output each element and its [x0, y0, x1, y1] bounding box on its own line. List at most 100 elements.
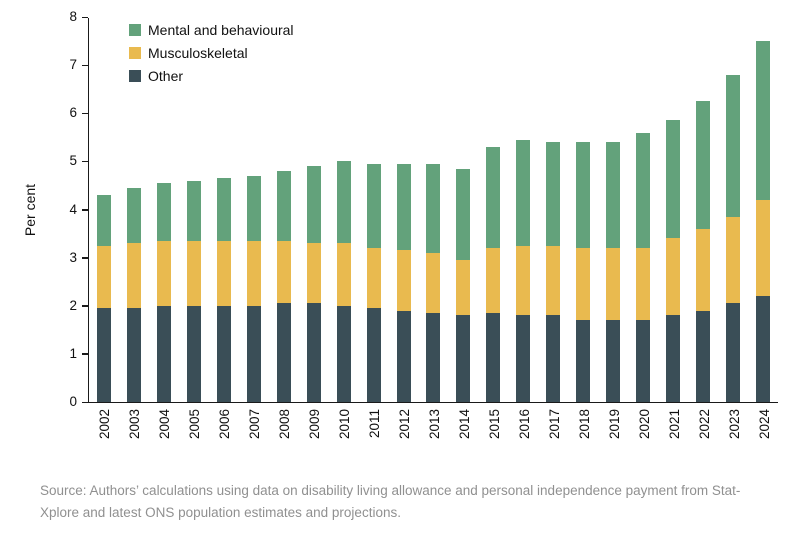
bar-group	[448, 18, 478, 402]
bar-segment	[336, 161, 351, 244]
x-axis-label: 2009	[306, 409, 322, 440]
x-axis-label: 2015	[486, 409, 502, 440]
bar-group	[119, 18, 149, 402]
bar-segment	[755, 199, 770, 297]
bar-segment	[725, 216, 740, 304]
bar-group	[209, 18, 239, 402]
bar-group	[149, 18, 179, 402]
stacked-bar	[516, 139, 531, 402]
bar-group	[89, 18, 119, 402]
bar-segment	[516, 139, 531, 246]
y-tick-label: 1	[69, 345, 77, 361]
x-axis-label: 2010	[336, 409, 352, 440]
bar-segment	[606, 320, 621, 402]
x-axis-label: 2008	[276, 409, 292, 440]
x-axis-label: 2022	[696, 409, 712, 440]
bar-segment	[666, 238, 681, 316]
bar-segment	[576, 248, 591, 321]
x-axis-label: 2016	[516, 409, 532, 440]
x-axis-label: 2012	[396, 409, 412, 440]
y-tick-mark	[82, 305, 88, 307]
x-axis-label: 2023	[726, 409, 742, 440]
x-axis-label: 2018	[576, 409, 592, 440]
stacked-bar	[126, 187, 141, 402]
x-axis-label: 2013	[426, 409, 442, 440]
stacked-bar	[336, 161, 351, 402]
bar-segment	[306, 166, 321, 244]
stacked-bar	[246, 175, 261, 402]
bars	[89, 18, 778, 402]
bar-segment	[696, 101, 711, 229]
bar-group	[299, 18, 329, 402]
bar-segment	[126, 308, 141, 402]
bar-segment	[666, 315, 681, 402]
x-axis-label: 2007	[246, 409, 262, 440]
y-tick-mark	[82, 257, 88, 259]
bar-group	[568, 18, 598, 402]
y-axis-title: Per cent	[22, 183, 38, 237]
bar-segment	[696, 228, 711, 311]
bar-group	[389, 18, 419, 402]
bar-segment	[246, 240, 261, 306]
bar-group	[508, 18, 538, 402]
bar-segment	[96, 308, 111, 402]
chart-area: Per cent Mental and behavioural Musculosk…	[22, 9, 778, 440]
y-tick-mark	[82, 64, 88, 67]
bar-segment	[96, 195, 111, 246]
stacked-bar	[755, 41, 770, 402]
bar-segment	[366, 163, 381, 248]
legend-label: Other	[148, 68, 184, 84]
bar-segment	[276, 303, 291, 402]
stacked-bar	[696, 101, 711, 402]
stacked-bar	[366, 163, 381, 402]
stacked-bar	[456, 168, 471, 402]
bar-segment	[755, 41, 770, 200]
bar-group	[478, 18, 508, 402]
y-tick-label: 6	[69, 105, 77, 121]
bar-segment	[246, 175, 261, 241]
stacked-bar	[306, 166, 321, 402]
bar-group	[179, 18, 209, 402]
bar-segment	[486, 312, 501, 402]
y-tick-mark	[82, 112, 88, 115]
x-axis-label: 2002	[96, 409, 112, 440]
stacked-bar	[666, 120, 681, 402]
bar-segment	[576, 142, 591, 248]
bar-segment	[606, 248, 621, 321]
bar-segment	[636, 248, 651, 321]
bar-segment	[306, 303, 321, 402]
stacked-bar	[396, 163, 411, 402]
stacked-bar	[216, 178, 231, 402]
bar-segment	[186, 180, 201, 241]
x-axis-label: 2011	[366, 409, 382, 439]
bar-segment	[546, 142, 561, 246]
bar-segment	[426, 312, 441, 402]
bar-segment	[576, 320, 591, 402]
stacked-bar	[725, 74, 740, 402]
stacked-bar	[606, 142, 621, 402]
bar-segment	[126, 187, 141, 244]
bar-segment	[216, 240, 231, 306]
stacked-bar	[546, 142, 561, 402]
y-tick-mark	[82, 160, 88, 163]
y-tick-mark	[82, 209, 88, 211]
bar-group	[239, 18, 269, 402]
x-axis-label: 2019	[606, 409, 622, 440]
bar-segment	[755, 296, 770, 402]
stacked-bar	[186, 180, 201, 402]
bar-segment	[336, 305, 351, 402]
bar-group	[359, 18, 389, 402]
bar-segment	[276, 171, 291, 241]
y-tick-mark	[82, 401, 88, 403]
legend-item: Other	[129, 68, 294, 84]
y-tick-label: 4	[69, 201, 77, 217]
bar-segment	[396, 250, 411, 311]
bar-segment	[126, 243, 141, 309]
bar-group	[538, 18, 568, 402]
bar-segment	[366, 248, 381, 309]
bar-segment	[216, 178, 231, 241]
x-axis-label: 2006	[216, 409, 232, 440]
bar-segment	[696, 310, 711, 402]
y-tick-mark	[82, 16, 88, 18]
